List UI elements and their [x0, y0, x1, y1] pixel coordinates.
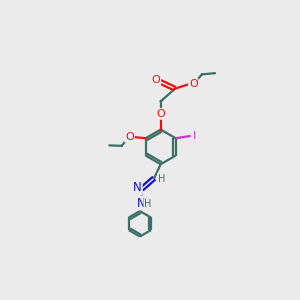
Text: O: O: [189, 79, 198, 89]
Text: I: I: [193, 131, 196, 141]
Text: O: O: [152, 75, 160, 85]
Text: H: H: [144, 199, 152, 209]
Text: N: N: [136, 196, 145, 209]
Text: H: H: [158, 173, 165, 184]
Text: O: O: [156, 109, 165, 119]
Text: N: N: [133, 182, 142, 194]
Text: O: O: [125, 132, 134, 142]
